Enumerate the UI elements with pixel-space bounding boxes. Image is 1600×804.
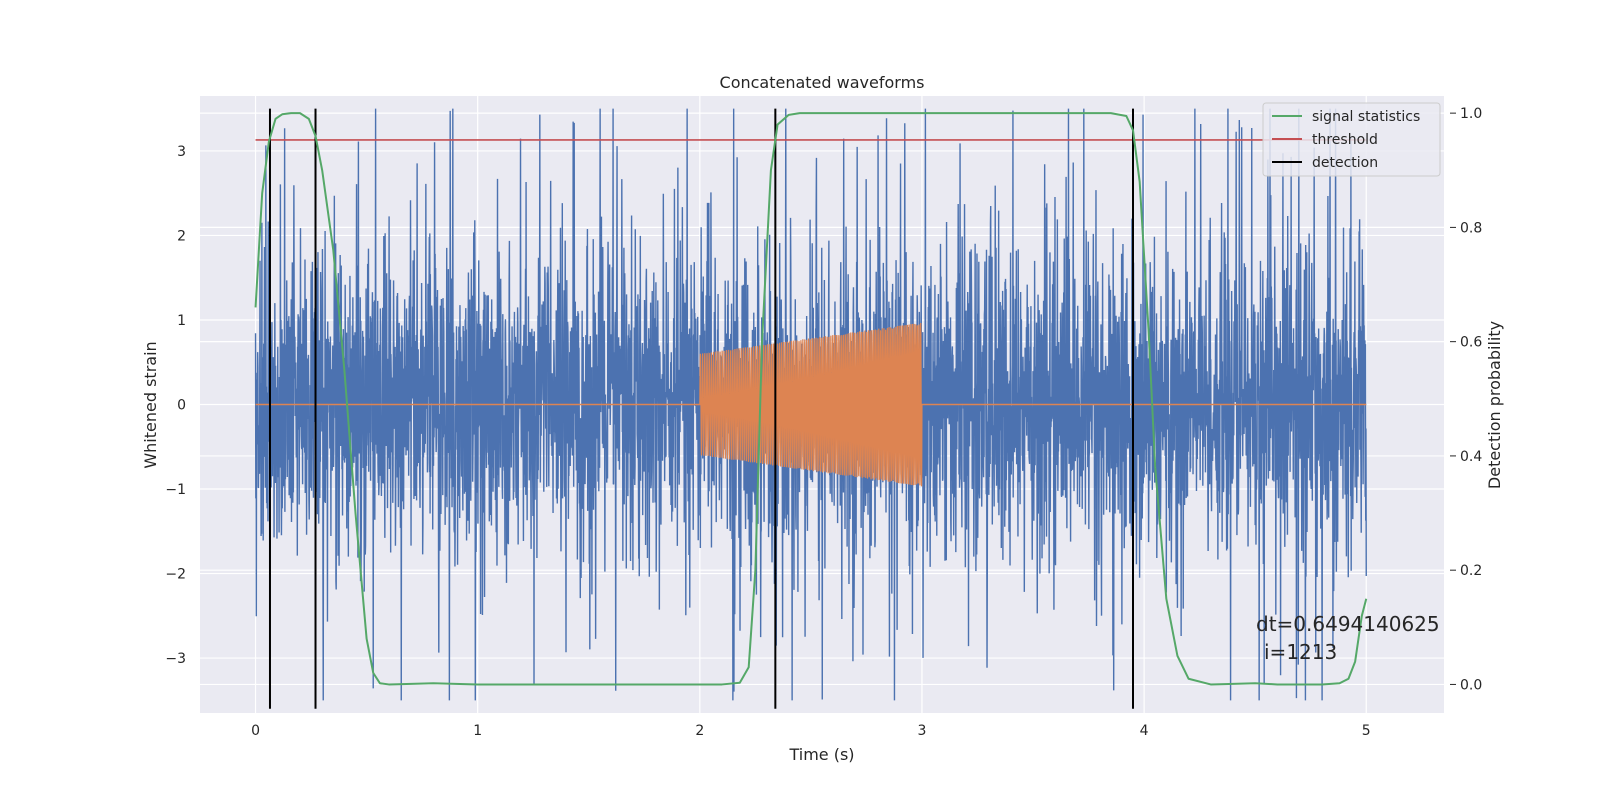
- chart-title: Concatenated waveforms: [720, 73, 925, 92]
- signal-statistics-line: [254, 112, 1368, 686]
- legend-label-signal-statistics: signal statistics: [1312, 109, 1420, 125]
- x-tick-label: 4: [1140, 723, 1149, 739]
- x-tick-label: 3: [918, 723, 927, 739]
- noise-trace: [254, 108, 1367, 701]
- y2-tick-label: 0.8: [1460, 220, 1482, 236]
- chirp-series: [255, 323, 1367, 487]
- y2-tick-label: 0.0: [1460, 677, 1482, 693]
- noise-series: [254, 108, 1367, 701]
- y-tick-label: −3: [165, 651, 186, 667]
- x-tick-label: 5: [1362, 723, 1371, 739]
- legend: signal statistics threshold detection: [1262, 102, 1441, 177]
- annotation-dt: dt=0.6494140625: [1256, 612, 1440, 636]
- x-axis-label: Time (s): [788, 745, 854, 764]
- legend-label-detection: detection: [1312, 155, 1378, 171]
- x-tick-label: 0: [251, 723, 260, 739]
- y2-tick-label: 1.0: [1460, 106, 1482, 122]
- chirp-trace: [699, 323, 923, 487]
- signal-statistics-series: [254, 112, 1368, 686]
- y2-tick-label: 0.6: [1460, 335, 1482, 351]
- y-tick-label: 3: [177, 144, 186, 160]
- y-axis-label: Whitened strain: [141, 341, 160, 468]
- y-tick-label: 1: [177, 313, 186, 329]
- axis-ticks: 0 1 2 3 4 5 −3 −2 −1 0 1 2 3 0.0 0.2 0.4 0.6 0.8 1.0: [165, 106, 1482, 739]
- legend-box: [1262, 102, 1441, 177]
- y-tick-label: −1: [165, 482, 186, 498]
- y2-tick-label: 0.2: [1460, 563, 1482, 579]
- y2-tick-label: 0.4: [1460, 449, 1482, 465]
- y-tick-label: −2: [165, 567, 186, 583]
- y-tick-label: 0: [177, 398, 186, 414]
- y-tick-label: 2: [177, 228, 186, 244]
- x-tick-label: 2: [695, 723, 704, 739]
- detection-series: [268, 108, 1134, 709]
- annotation-index: i=1213: [1264, 640, 1337, 664]
- x-tick-label: 1: [473, 723, 482, 739]
- y2-axis-label: Detection probability: [1485, 321, 1504, 489]
- legend-label-threshold: threshold: [1312, 132, 1378, 148]
